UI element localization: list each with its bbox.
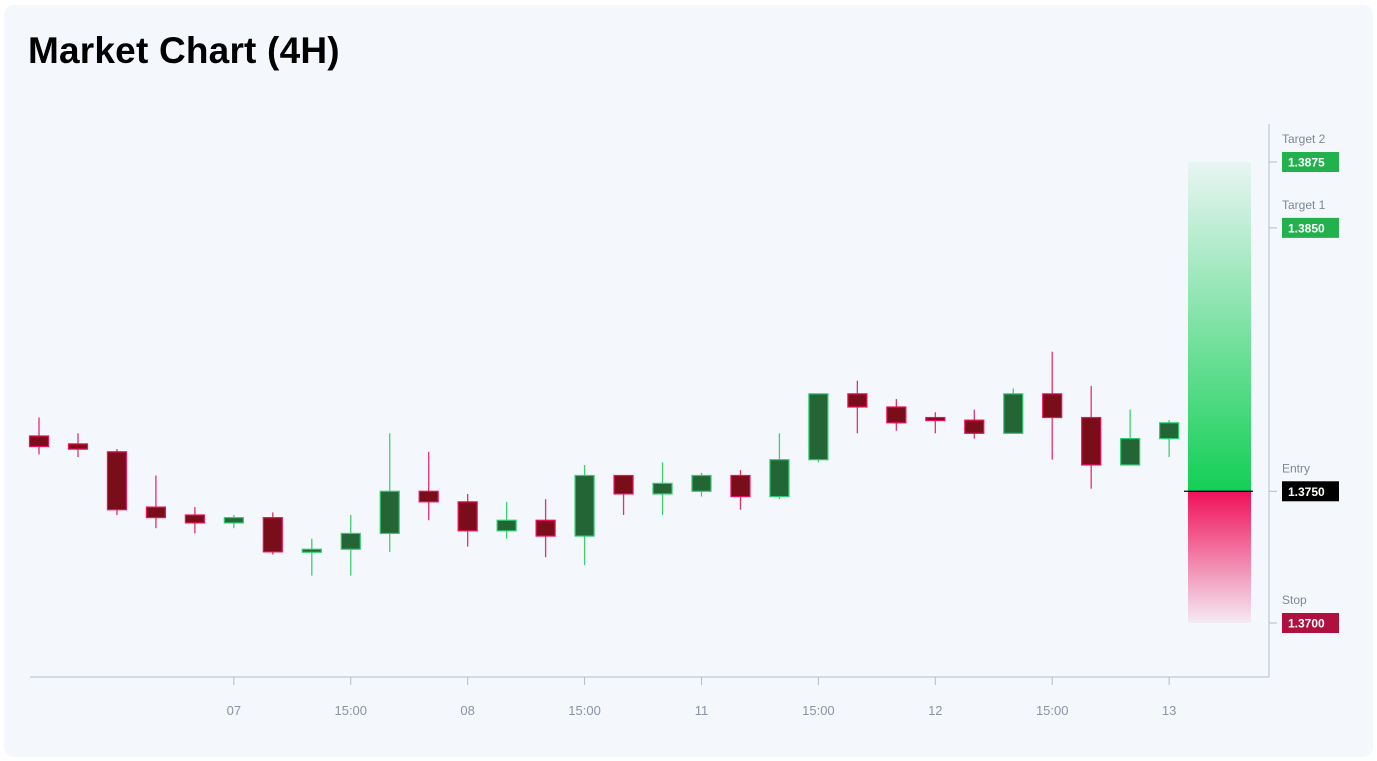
candle-body [613, 474, 634, 495]
bullish-candle [574, 464, 595, 566]
bearish-candle [964, 409, 985, 439]
level-value: 1.3750 [1288, 485, 1325, 499]
candle-body [1120, 438, 1141, 466]
candle-body [184, 514, 205, 524]
candle-body [847, 393, 868, 408]
x-tick-label: 11 [695, 703, 709, 718]
candle-body [145, 506, 167, 519]
bullish-candle [340, 514, 361, 576]
level-value: 1.3700 [1288, 617, 1325, 631]
level-target-2: Target 2 1.3875 [1269, 132, 1339, 172]
candle-body [691, 474, 712, 492]
bearish-candle [847, 380, 868, 434]
bullish-candle [1120, 409, 1141, 466]
bullish-candle [808, 393, 829, 463]
level-name: Stop [1282, 593, 1307, 607]
level-value: 1.3850 [1288, 221, 1325, 235]
bearish-candle [1081, 385, 1102, 489]
candle-body [28, 435, 50, 448]
candle-body [1159, 422, 1180, 440]
level-name: Target 2 [1282, 132, 1326, 146]
bearish-candle [28, 417, 50, 455]
bearish-candle [457, 493, 478, 547]
bullish-candle [496, 501, 517, 539]
candle-body [496, 519, 517, 532]
bearish-candle [1042, 351, 1063, 460]
bearish-candle [145, 475, 167, 529]
bearish-candle [67, 433, 89, 458]
bearish-candle [730, 470, 751, 510]
bearish-candle [886, 399, 907, 431]
bearish-candle [925, 412, 946, 434]
bearish-candle [613, 474, 634, 515]
level-entry: Entry 1.3750 [1184, 461, 1339, 502]
x-tick-label: 08 [460, 703, 474, 718]
bullish-candle [769, 433, 790, 500]
bullish-candle [379, 433, 400, 552]
candle-body [574, 474, 595, 537]
level-target-1: Target 1 1.3850 [1269, 198, 1339, 238]
bullish-candle [223, 514, 244, 529]
candle-body [1081, 416, 1102, 466]
bullish-candle [301, 538, 322, 576]
level-badge [1282, 613, 1339, 633]
x-tick-label: 13 [1162, 703, 1176, 718]
x-tick-label: 15:00 [568, 703, 601, 718]
x-tick-label: 15:00 [802, 703, 835, 718]
chart-card [4, 5, 1373, 757]
level-name: Entry [1282, 461, 1310, 475]
candle-body [67, 443, 89, 450]
bullish-candle [691, 472, 712, 497]
candle-body [457, 501, 478, 532]
x-tick-label: 12 [928, 703, 942, 718]
bullish-candle [652, 462, 673, 515]
candle-body [769, 459, 790, 498]
bearish-candle [184, 507, 205, 534]
candle-body [925, 416, 946, 422]
x-tick-label: 07 [227, 703, 241, 718]
candle-body [730, 474, 751, 498]
candle-body [301, 548, 322, 553]
level-stop: Stop 1.3700 [1269, 593, 1339, 633]
candle-body [379, 490, 400, 535]
x-tick-label: 15:00 [1036, 703, 1069, 718]
level-badge [1282, 152, 1339, 172]
candle-body [223, 517, 244, 524]
level-badge [1282, 217, 1339, 238]
loss-zone [1188, 491, 1251, 623]
chart-title: Market Chart (4H) [28, 30, 340, 71]
bearish-candle [262, 512, 283, 555]
candle-body [418, 490, 439, 503]
level-value: 1.3875 [1288, 156, 1325, 170]
bearish-candle [535, 499, 556, 558]
candle-body [535, 519, 556, 537]
candle-body [652, 482, 673, 495]
x-tick-label: 15:00 [334, 703, 367, 718]
candle-body [1003, 393, 1024, 434]
candle-body [106, 451, 128, 511]
candle-body [340, 532, 361, 550]
bullish-candle [1003, 388, 1024, 434]
level-badge [1282, 481, 1339, 502]
bearish-candle [106, 449, 128, 515]
candle-body [1042, 393, 1063, 419]
bearish-candle [418, 451, 439, 521]
candle-body [964, 419, 985, 434]
bullish-candle [1159, 420, 1180, 458]
profit-zone [1188, 162, 1251, 492]
candle-body [808, 393, 829, 461]
candle-body [262, 517, 283, 553]
candle-body [886, 406, 907, 424]
level-name: Target 1 [1282, 198, 1326, 212]
